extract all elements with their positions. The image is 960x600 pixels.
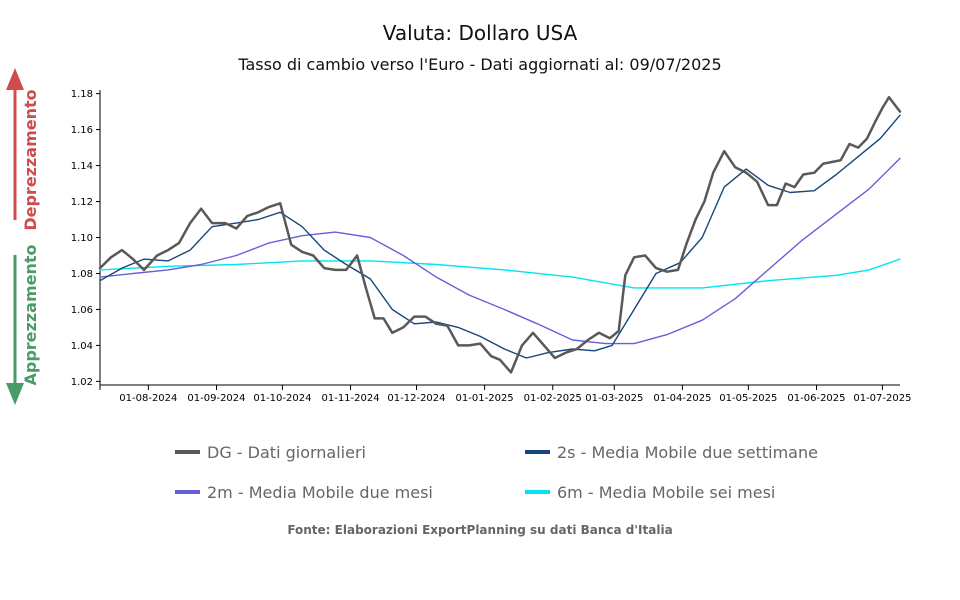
legend-label: 6m - Media Mobile sei mesi xyxy=(557,483,775,502)
y-tick-label: 1.04 xyxy=(71,341,93,352)
plot-area: 1.02 1.04 1.06 1.08 1.10 1.12 1.14 1.16 1.18 01-0… xyxy=(71,89,912,404)
y-tick-label: 1.08 xyxy=(71,269,93,280)
x-tick-label: 01-02-2025 xyxy=(524,393,582,404)
chart-subtitle: Tasso di cambio verso l'Euro - Dati aggi… xyxy=(238,55,722,74)
appreciation-indicator: Apprezzamento xyxy=(6,244,40,405)
x-tick-label: 01-11-2024 xyxy=(321,393,379,404)
x-tick-label: 01-06-2025 xyxy=(787,393,845,404)
source-note: Fonte: Elaborazioni ExportPlanning su da… xyxy=(287,523,673,537)
x-tick-label: 01-12-2024 xyxy=(387,393,445,404)
trend-indicators: Deprezzamento Apprezzamento xyxy=(6,68,40,405)
legend-label: DG - Dati giornalieri xyxy=(207,443,366,462)
x-tick-label: 01-04-2025 xyxy=(653,393,711,404)
depreciation-label: Deprezzamento xyxy=(21,89,40,230)
series-line-1 xyxy=(99,114,901,359)
series-line-0 xyxy=(98,95,902,374)
legend-label: 2s - Media Mobile due settimane xyxy=(557,443,818,462)
y-tick-label: 1.14 xyxy=(71,161,93,172)
y-tick-label: 1.10 xyxy=(71,233,93,244)
x-tick-label: 01-03-2025 xyxy=(585,393,643,404)
chart-title: Valuta: Dollaro USA xyxy=(382,21,578,45)
down-arrow-icon xyxy=(6,383,24,405)
appreciation-label: Apprezzamento xyxy=(21,244,40,385)
legend-label: 2m - Media Mobile due mesi xyxy=(207,483,433,502)
up-arrow-icon xyxy=(6,68,24,90)
y-tick-label: 1.06 xyxy=(71,305,93,316)
x-tick-label: 01-07-2025 xyxy=(853,393,911,404)
y-tick-label: 1.12 xyxy=(71,197,93,208)
x-tick-label: 01-10-2024 xyxy=(253,393,311,404)
x-tick-label: 01-09-2024 xyxy=(187,393,245,404)
y-tick-label: 1.16 xyxy=(71,125,93,136)
series-line-3 xyxy=(99,258,901,289)
x-tick-label: 01-05-2025 xyxy=(719,393,777,404)
y-tick-label: 1.18 xyxy=(71,89,93,100)
x-tick-label: 01-08-2024 xyxy=(119,393,177,404)
x-tick-label: 01-01-2025 xyxy=(456,393,514,404)
y-tick-label: 1.02 xyxy=(71,377,93,388)
series-line-2 xyxy=(99,157,901,345)
depreciation-indicator: Deprezzamento xyxy=(6,68,40,231)
legend: DG - Dati giornalieri 2s - Media Mobile d… xyxy=(175,443,818,502)
